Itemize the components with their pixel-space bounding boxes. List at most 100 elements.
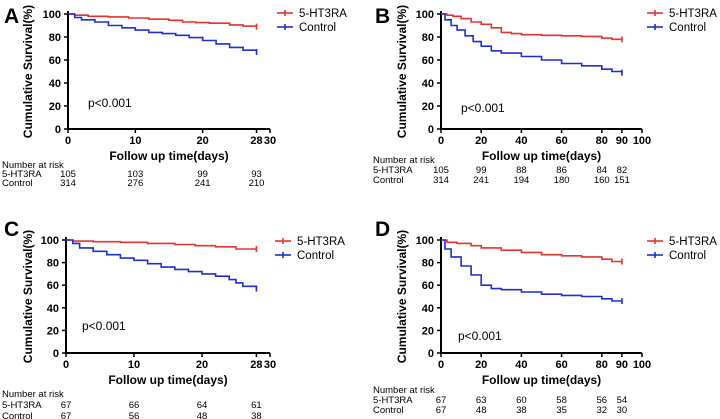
legend-label: 5-HT3RA xyxy=(669,8,717,20)
risk-table-value: 67 xyxy=(61,400,72,411)
x-tick-label: 100 xyxy=(633,359,651,371)
risk-table-row-label: 5-HT3RA xyxy=(373,395,413,406)
panel-label: A xyxy=(4,5,19,28)
x-tick-label: 0 xyxy=(438,359,444,371)
y-tick-label: 40 xyxy=(47,303,59,315)
legend-item-control: Control xyxy=(275,250,334,262)
risk-table-header: Number at risk xyxy=(2,389,64,400)
x-axis-title: Follow up time(days) xyxy=(482,373,601,387)
y-tick-label: 100 xyxy=(416,9,434,21)
y-tick-label: 0 xyxy=(55,124,61,136)
x-tick-label: 28 xyxy=(250,135,262,147)
x-tick-label: 100 xyxy=(633,135,651,147)
risk-table-row-label: 5-HT3RA xyxy=(373,165,413,176)
x-tick-label: 60 xyxy=(555,135,567,147)
y-tick-label: 60 xyxy=(422,55,434,67)
y-tick-label: 80 xyxy=(49,32,61,44)
p-value-annotation: p<0.001 xyxy=(88,96,132,110)
y-tick-label: 20 xyxy=(47,325,59,337)
panel-label: C xyxy=(4,218,19,241)
x-tick-label: 40 xyxy=(515,359,527,371)
p-value-annotation: p<0.001 xyxy=(82,319,126,333)
x-tick-label: 90 xyxy=(616,359,628,371)
y-tick-label: 100 xyxy=(416,235,434,247)
legend-label: Control xyxy=(669,250,706,262)
risk-table-value: 314 xyxy=(433,175,449,186)
y-tick-label: 40 xyxy=(422,78,434,90)
risk-table-header: Number at risk xyxy=(373,155,435,166)
y-tick-label: 80 xyxy=(47,258,59,270)
legend-item-control: Control xyxy=(647,250,706,262)
y-tick-label: 20 xyxy=(49,101,61,113)
x-tick-label: 30 xyxy=(264,135,276,147)
x-axis-title: Follow up time(days) xyxy=(482,149,601,163)
risk-table-value: 160 xyxy=(594,175,610,186)
legend-item-5ht3ra: 5-HT3RA xyxy=(647,8,717,20)
x-tick-label: 0 xyxy=(438,135,444,147)
risk-table-value: 38 xyxy=(516,405,527,416)
risk-table-row-label: Control xyxy=(2,178,33,189)
risk-table-value: 151 xyxy=(614,175,630,186)
risk-table-value: 54 xyxy=(617,395,628,406)
risk-table-value: 66 xyxy=(129,400,140,411)
y-axis-title: Cumulative Survival(%) xyxy=(21,5,35,138)
y-tick-label: 40 xyxy=(422,303,434,315)
legend-item-control: Control xyxy=(277,22,336,34)
x-tick-label: 28 xyxy=(250,359,262,371)
risk-table-value: 61 xyxy=(251,400,262,411)
risk-table-value: 64 xyxy=(197,400,208,411)
y-tick-label: 100 xyxy=(41,235,59,247)
series-control-line xyxy=(66,239,258,289)
y-tick-label: 0 xyxy=(53,348,59,360)
risk-table-header: Number at risk xyxy=(373,385,435,396)
y-tick-label: 40 xyxy=(49,78,61,90)
y-tick-label: 100 xyxy=(43,9,61,21)
panel-c: C 0 20 40 60 80 100 0 10 20 28 30 Follow up time(day… xyxy=(2,218,345,419)
risk-table-value: 56 xyxy=(129,411,140,419)
x-tick-label: 30 xyxy=(264,359,276,371)
legend-item-5ht3ra: 5-HT3RA xyxy=(275,236,345,248)
legend-label: 5-HT3RA xyxy=(297,236,345,248)
risk-table-row-label: 5-HT3RA xyxy=(2,169,42,180)
panel-a: A 0 20 40 60 80 100 0 10 20 28 30 Follow up time(day… xyxy=(2,5,347,189)
series-control-line xyxy=(441,239,622,302)
x-tick-label: 20 xyxy=(196,359,208,371)
risk-table-value: 67 xyxy=(61,411,72,419)
x-tick-label: 60 xyxy=(555,359,567,371)
y-tick-label: 0 xyxy=(428,124,434,136)
x-tick-label: 10 xyxy=(129,135,141,147)
risk-table-value: 67 xyxy=(436,395,447,406)
legend-label: Control xyxy=(297,250,334,262)
risk-table-value: 88 xyxy=(516,165,527,176)
risk-table-row-label: Control xyxy=(373,175,404,186)
risk-table-value: 241 xyxy=(473,175,489,186)
x-tick-label: 90 xyxy=(616,135,628,147)
risk-table-value: 38 xyxy=(251,411,262,419)
y-axis-title: Cumulative Survival(%) xyxy=(395,230,409,363)
series-control-line xyxy=(441,13,623,73)
risk-table-value: 105 xyxy=(60,169,76,180)
p-value-annotation: p<0.001 xyxy=(461,101,505,115)
risk-table-value: 93 xyxy=(251,169,262,180)
x-axis-title: Follow up time(days) xyxy=(109,149,228,163)
series-5ht3ra-line xyxy=(66,239,257,250)
y-tick-label: 0 xyxy=(428,348,434,360)
x-tick-label: 0 xyxy=(65,135,71,147)
y-tick-label: 60 xyxy=(422,280,434,292)
risk-table-value: 99 xyxy=(476,165,487,176)
risk-table-value: 210 xyxy=(249,178,265,189)
risk-table-value: 180 xyxy=(554,175,570,186)
y-tick-label: 80 xyxy=(422,258,434,270)
panel-label: B xyxy=(375,5,390,28)
risk-table-value: 63 xyxy=(476,395,487,406)
x-tick-label: 40 xyxy=(515,135,527,147)
risk-table-value: 56 xyxy=(597,395,608,406)
risk-table-value: 67 xyxy=(436,405,447,416)
legend-label: 5-HT3RA xyxy=(669,236,717,248)
y-tick-label: 20 xyxy=(422,325,434,337)
y-tick-label: 80 xyxy=(422,32,434,44)
